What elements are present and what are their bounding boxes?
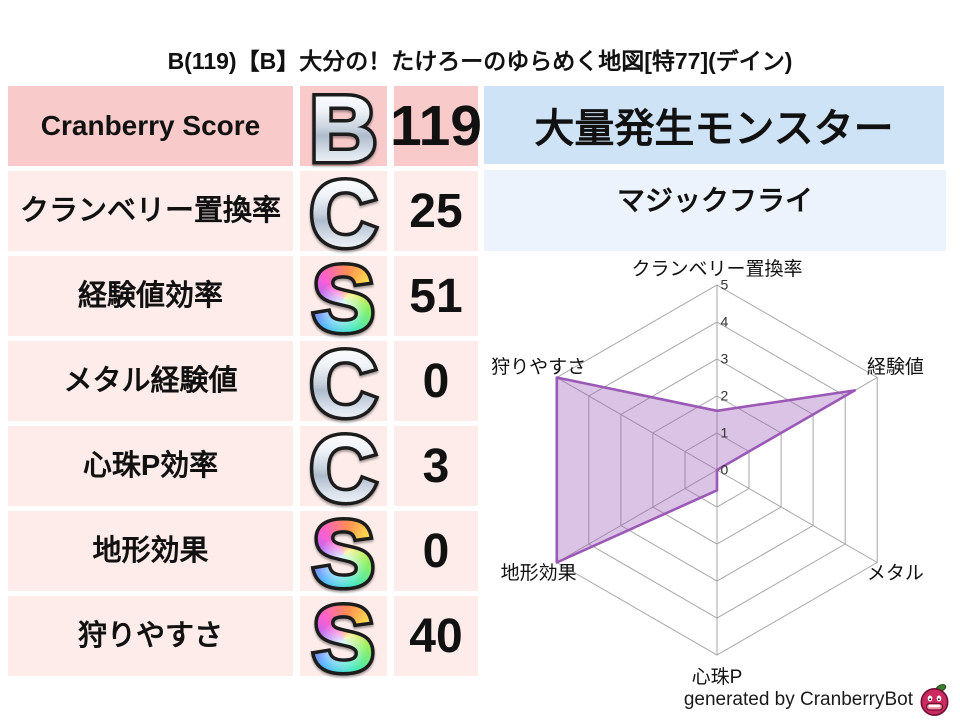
grade-letter-outline: C — [300, 418, 387, 519]
svg-text:3: 3 — [721, 351, 729, 367]
grade-icon: BB — [300, 78, 387, 179]
grade-letter: S — [300, 259, 387, 339]
stat-row: 経験値効率SS51 — [8, 248, 480, 349]
stat-row: Cranberry ScoreBB119 — [8, 78, 482, 179]
stat-row: メタル経験値CC0 — [8, 333, 480, 434]
outbreak-header: 大量発生モンスター — [484, 86, 944, 164]
radar-polygon — [555, 376, 857, 564]
stat-value: 0 — [394, 341, 478, 421]
grade-letter: S — [300, 599, 387, 679]
grade-icon: CC — [300, 418, 387, 519]
svg-text:0: 0 — [721, 462, 729, 478]
stat-label: メタル経験値 — [8, 341, 293, 421]
grade-icon: SS — [300, 248, 387, 349]
svg-text:2: 2 — [721, 388, 729, 404]
svg-text:メタル: メタル — [867, 562, 924, 584]
svg-text:地形効果: 地形効果 — [501, 562, 577, 584]
stat-row: 狩りやすさSS40 — [8, 588, 480, 689]
cranberrybot-icon — [920, 684, 949, 716]
stat-label: 地形効果 — [8, 511, 293, 591]
svg-text:4: 4 — [721, 314, 729, 330]
grade-letter-outline: B — [300, 78, 387, 179]
stat-label: 経験値効率 — [8, 256, 293, 336]
stat-value: 51 — [394, 256, 478, 336]
grade-letter: B — [300, 82, 387, 176]
svg-text:1: 1 — [721, 425, 729, 441]
grade-letter-outline: C — [300, 163, 387, 264]
grade-letter-outline: C — [300, 333, 387, 434]
footer: generated by CranberryBot — [560, 681, 952, 719]
stat-row: 地形効果SS0 — [8, 503, 480, 604]
stat-label: クランベリー置換率 — [8, 171, 293, 251]
grade-icon: SS — [300, 503, 387, 604]
stat-label: 心珠P効率 — [8, 426, 293, 506]
svg-text:5: 5 — [721, 277, 729, 293]
stat-label: Cranberry Score — [8, 86, 293, 166]
grade-letter: C — [300, 337, 387, 431]
svg-text:クランベリー置換率: クランベリー置換率 — [631, 258, 802, 280]
stat-value: 3 — [394, 426, 478, 506]
svg-text:経験値: 経験値 — [867, 356, 924, 378]
stat-label: 狩りやすさ — [8, 596, 293, 676]
stat-row: クランベリー置換率CC25 — [8, 163, 480, 264]
svg-text:心珠P: 心珠P — [692, 666, 743, 688]
grade-letter: C — [300, 422, 387, 516]
grade-letter: C — [300, 167, 387, 261]
credit-text: generated by CranberryBot — [683, 689, 913, 710]
radar-tick-labels: 0 1 2 3 4 5 — [721, 277, 729, 478]
grade-icon: CC — [300, 333, 387, 434]
stat-row: 心珠P効率CC3 — [8, 418, 480, 519]
monster-name: マジックフライ — [484, 170, 946, 251]
stat-value: 0 — [394, 511, 478, 591]
grade-icon: SS — [300, 588, 387, 689]
grade-icon: CC — [300, 163, 387, 264]
svg-text:狩りやすさ: 狩りやすさ — [491, 356, 586, 378]
stat-value: 25 — [394, 171, 478, 251]
grade-letter: S — [300, 514, 387, 594]
page-title: B(119)【B】大分の！たけろーのゆらめく地図[特77](デイン) — [167, 48, 793, 74]
stat-value: 119 — [390, 86, 482, 166]
stat-value: 40 — [394, 596, 478, 676]
stats-table: Cranberry ScoreBB119クランベリー置換率CC25経験値効率SS… — [8, 78, 482, 689]
